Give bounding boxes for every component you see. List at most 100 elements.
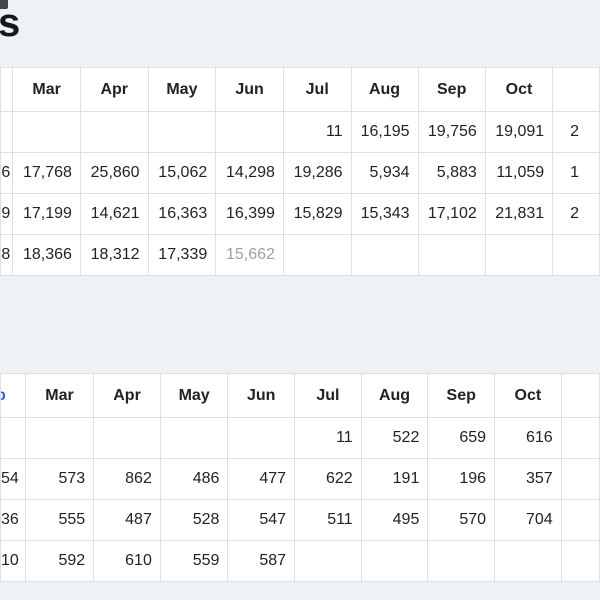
column-header-jul: Jul <box>294 373 362 418</box>
table-row: 9 17,199 14,621 16,363 16,399 15,829 15,343 17,… <box>0 193 600 235</box>
cell-jun: 15,662 <box>215 234 284 276</box>
table-row: 54 573 862 486 477 622 191 196 357 <box>0 458 600 500</box>
column-header-partial-right <box>552 67 600 112</box>
page-title-fragment: s <box>0 1 21 45</box>
cell-aug: 15,343 <box>350 193 419 235</box>
cell-aug: 191 <box>360 458 429 500</box>
cell-sep: 19,756 <box>417 111 486 153</box>
clipped-link-fragment[interactable]: b <box>1 387 5 405</box>
column-header-partial-right <box>560 373 600 418</box>
cell-partial-left: 6 <box>0 152 14 194</box>
monthly-stats-table-top: Mar Apr May Jun Jul Aug Sep Oct 11 16,195 19,756 19… <box>0 67 600 276</box>
cell-apr: 25,860 <box>79 152 149 194</box>
cell-apr: 14,621 <box>79 193 149 235</box>
cell-sep: 659 <box>427 417 496 459</box>
cell-apr <box>79 111 149 153</box>
cell-jun: 587 <box>227 540 296 582</box>
cell-partial-right: 2 <box>552 111 600 153</box>
cell-jun: 547 <box>227 499 296 541</box>
table-row: 8 18,366 18,312 17,339 15,662 <box>0 234 600 276</box>
table-row: 11 522 659 616 <box>0 417 600 459</box>
cell-apr: 862 <box>93 458 161 500</box>
cell-aug: 5,934 <box>350 152 419 194</box>
cell-mar <box>12 111 81 153</box>
table-row: 36 555 487 528 547 511 495 570 704 <box>0 499 600 541</box>
column-header-may: May <box>159 373 229 418</box>
cell-sep <box>417 234 486 276</box>
cell-oct: 357 <box>494 458 562 500</box>
cell-may <box>159 417 229 459</box>
cell-may <box>147 111 217 153</box>
column-header-partial-left: b <box>0 373 26 418</box>
cell-apr: 487 <box>93 499 161 541</box>
cell-partial-right <box>560 499 600 541</box>
table-row: 11 16,195 19,756 19,091 2 <box>0 111 600 153</box>
monthly-stats-table-bottom: bMarAprMayJunJulAugSepOct115226596165457… <box>0 373 600 582</box>
cell-apr: 18,312 <box>79 234 149 276</box>
cell-jul: 15,829 <box>282 193 352 235</box>
cell-sep: 196 <box>427 458 496 500</box>
cell-oct: 616 <box>494 417 562 459</box>
column-header-sep: Sep <box>427 373 496 418</box>
table-row: 10 592 610 559 587 <box>0 540 600 582</box>
cell-partial-left <box>0 417 26 459</box>
cell-mar: 573 <box>24 458 95 500</box>
column-header-aug: Aug <box>360 373 429 418</box>
column-header-mar: Mar <box>12 67 81 112</box>
cell-may: 15,062 <box>147 152 217 194</box>
clipped-element-fragment <box>0 0 8 9</box>
cell-oct: 19,091 <box>484 111 554 153</box>
cell-jul <box>282 234 352 276</box>
cell-partial-left: 54 <box>0 458 26 500</box>
column-header-sep: Sep <box>417 67 486 112</box>
cell-oct: 11,059 <box>484 152 554 194</box>
column-header-jul: Jul <box>282 67 352 112</box>
cell-jul <box>294 540 362 582</box>
cell-aug <box>360 540 429 582</box>
column-header-oct: Oct <box>494 373 562 418</box>
cell-oct <box>494 540 562 582</box>
cell-sep: 17,102 <box>417 193 486 235</box>
cell-may: 16,363 <box>147 193 217 235</box>
cell-jul: 622 <box>294 458 362 500</box>
cell-oct: 704 <box>494 499 562 541</box>
table-row: 6 17,768 25,860 15,062 14,298 19,286 5,934 5,88… <box>0 152 600 194</box>
cell-partial-right: 2 <box>552 193 600 235</box>
column-header-oct: Oct <box>484 67 554 112</box>
cell-mar: 592 <box>24 540 95 582</box>
column-header-may: May <box>147 67 217 112</box>
cell-jun: 14,298 <box>215 152 284 194</box>
column-header-jun: Jun <box>215 67 284 112</box>
column-header-jun: Jun <box>227 373 296 418</box>
column-header-apr: Apr <box>79 67 149 112</box>
column-header-aug: Aug <box>350 67 419 112</box>
cell-sep: 570 <box>427 499 496 541</box>
cell-mar <box>24 417 95 459</box>
cell-partial-left: 10 <box>0 540 26 582</box>
cell-oct <box>484 234 554 276</box>
cell-jul: 19,286 <box>282 152 352 194</box>
column-header-apr: Apr <box>93 373 161 418</box>
cell-sep <box>427 540 496 582</box>
cell-mar: 17,768 <box>12 152 81 194</box>
cell-partial-right <box>560 417 600 459</box>
cell-partial-left: 8 <box>0 234 14 276</box>
cell-aug <box>350 234 419 276</box>
cell-aug: 16,195 <box>350 111 419 153</box>
cell-jun: 16,399 <box>215 193 284 235</box>
cell-partial-left: 36 <box>0 499 26 541</box>
cell-partial-left: 9 <box>0 193 14 235</box>
cell-partial-right <box>560 540 600 582</box>
cell-may: 17,339 <box>147 234 217 276</box>
cell-mar: 17,199 <box>12 193 81 235</box>
table-header-row: Mar Apr May Jun Jul Aug Sep Oct <box>0 67 600 112</box>
cell-partial-left <box>0 111 14 153</box>
cell-may: 528 <box>159 499 229 541</box>
cell-partial-right <box>552 234 600 276</box>
column-header-mar: Mar <box>24 373 95 418</box>
cell-oct: 21,831 <box>484 193 554 235</box>
cell-apr <box>93 417 161 459</box>
cell-partial-right <box>560 458 600 500</box>
column-header-partial-left <box>0 67 14 112</box>
